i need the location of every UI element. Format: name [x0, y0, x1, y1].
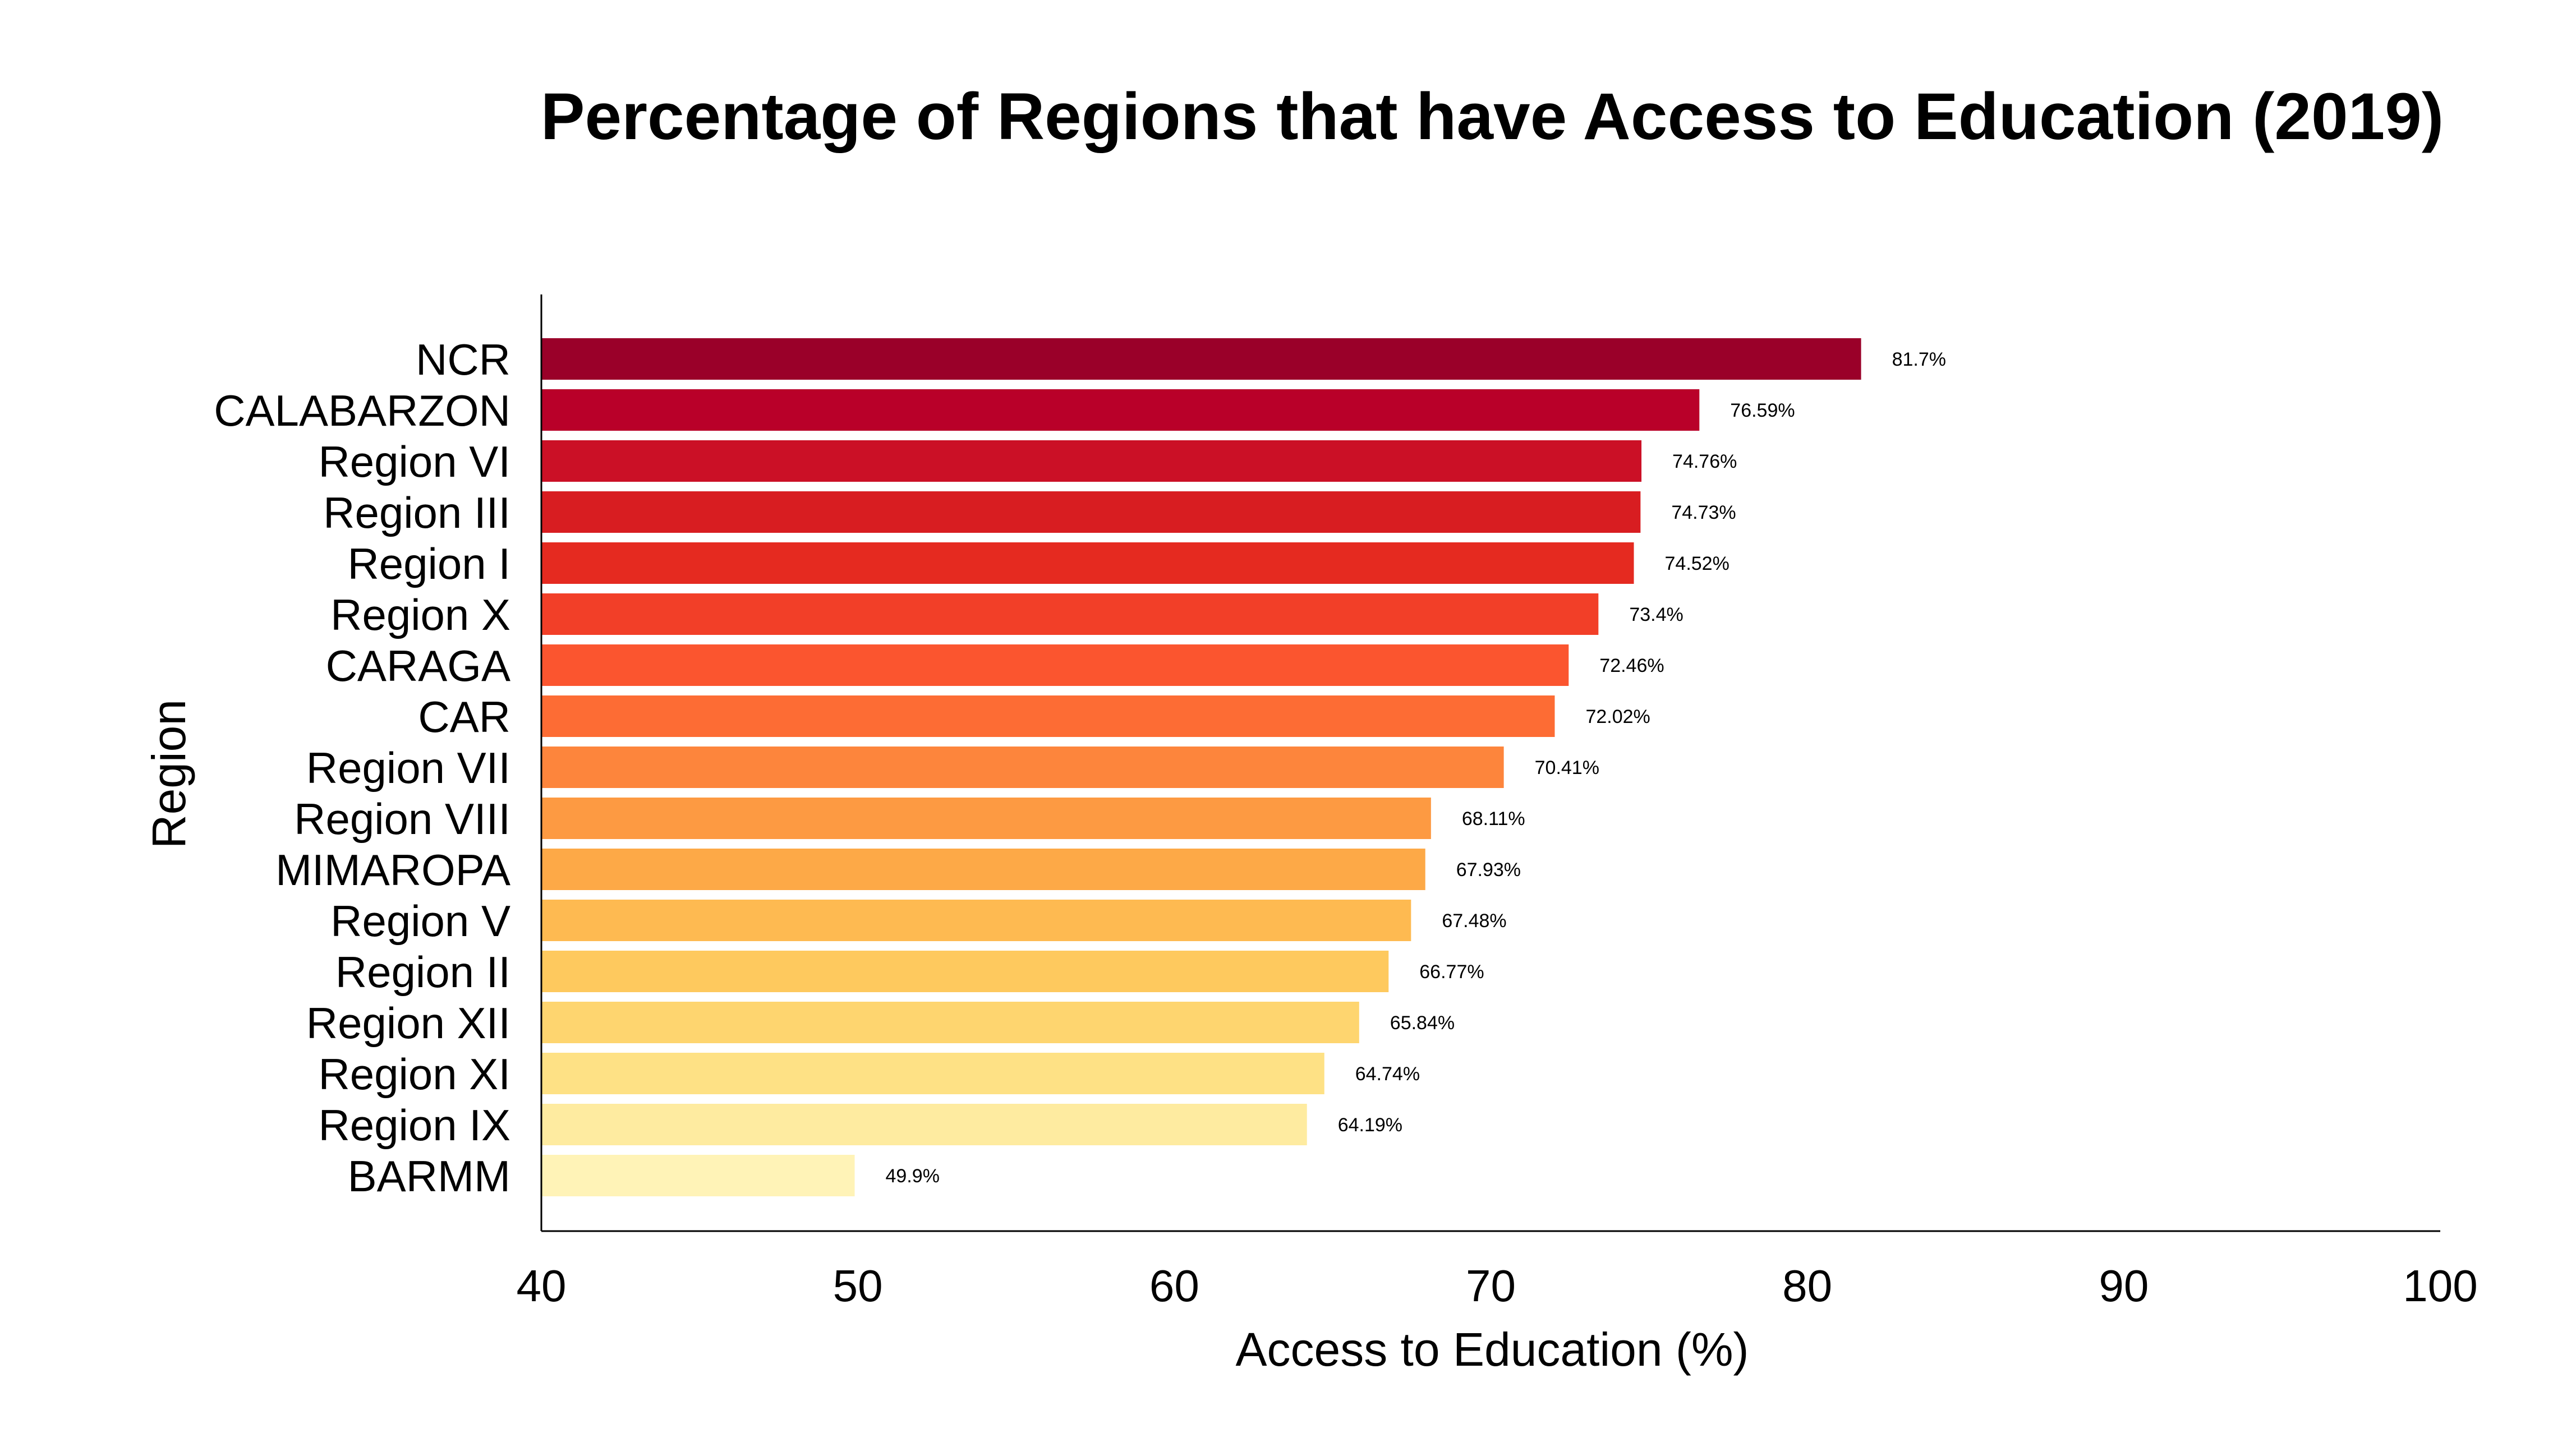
category-label-region-v: Region V	[330, 896, 510, 946]
category-label-region-vi: Region VI	[318, 437, 510, 486]
data-label-region-xii: 65.84%	[1390, 1012, 1455, 1034]
x-tick-label-60: 60	[1149, 1261, 1199, 1311]
bars-layer: NCR 81.7% CALABARZON 76.59% Region VI 74.76% R…	[214, 335, 1946, 1201]
x-tick-label-100: 100	[2403, 1261, 2477, 1311]
x-tick-label-70: 70	[1466, 1261, 1516, 1311]
data-label-ncr: 81.7%	[1892, 349, 1946, 370]
category-label-mimaropa: MIMAROPA	[275, 845, 510, 895]
data-label-calabarzon: 76.59%	[1730, 400, 1795, 421]
category-label-region-viii: Region VIII	[294, 794, 510, 844]
data-label-region-viii: 68.11%	[1462, 808, 1525, 830]
bar-region-xii	[541, 1002, 1359, 1043]
category-label-region-iii: Region III	[323, 488, 510, 537]
bar-region-iii	[541, 491, 1641, 533]
category-label-region-vii: Region VII	[306, 743, 510, 792]
data-label-region-ix: 64.19%	[1338, 1114, 1402, 1136]
bar-mimaropa	[541, 849, 1425, 890]
category-label-region-i: Region I	[347, 539, 510, 588]
data-label-region-i: 74.52%	[1665, 553, 1730, 574]
category-label-region-ix: Region IX	[318, 1100, 510, 1150]
bar-region-ix	[541, 1104, 1307, 1145]
bar-ncr	[541, 338, 1861, 380]
bar-region-ii	[541, 951, 1389, 992]
bar-region-vii	[541, 747, 1504, 788]
data-label-region-x: 73.4%	[1629, 604, 1683, 625]
x-axis-label: Access to Education (%)	[1235, 1323, 1749, 1376]
data-label-region-vii: 70.41%	[1535, 757, 1599, 778]
data-label-region-ii: 66.77%	[1419, 961, 1484, 983]
data-label-barmm: 49.9%	[886, 1165, 940, 1187]
bar-caraga	[541, 644, 1569, 686]
bar-region-vi	[541, 440, 1642, 482]
category-label-caraga: CARAGA	[326, 641, 510, 690]
data-label-car: 72.02%	[1585, 706, 1650, 727]
x-tick-label-80: 80	[1782, 1261, 1832, 1311]
bar-region-viii	[541, 798, 1431, 839]
category-label-region-xii: Region XII	[306, 998, 510, 1048]
bar-barmm	[541, 1155, 855, 1196]
bar-region-i	[541, 542, 1634, 584]
data-label-region-xi: 64.74%	[1355, 1063, 1420, 1085]
category-label-region-ii: Region II	[335, 947, 510, 997]
category-label-region-xi: Region XI	[318, 1049, 510, 1099]
data-label-caraga: 72.46%	[1599, 655, 1664, 676]
chart-title: Percentage of Regions that have Access t…	[540, 80, 2444, 154]
x-tick-label-50: 50	[833, 1261, 883, 1311]
category-label-car: CAR	[418, 692, 510, 741]
axes-layer: 40 50 60 70 80 90 100	[517, 294, 2478, 1311]
bar-calabarzon	[541, 389, 1700, 431]
bar-region-xi	[541, 1053, 1324, 1094]
data-label-region-iii: 74.73%	[1671, 502, 1736, 523]
category-label-barmm: BARMM	[348, 1151, 510, 1201]
data-label-region-vi: 74.76%	[1672, 451, 1737, 472]
category-label-ncr: NCR	[416, 335, 510, 384]
x-tick-label-90: 90	[2099, 1261, 2149, 1311]
y-axis-label: Region	[142, 699, 195, 849]
bar-car	[541, 695, 1555, 737]
bar-region-v	[541, 900, 1411, 941]
data-label-region-v: 67.48%	[1442, 910, 1506, 932]
category-label-calabarzon: CALABARZON	[214, 386, 510, 435]
x-tick-label-40: 40	[517, 1261, 567, 1311]
data-label-mimaropa: 67.93%	[1456, 859, 1521, 881]
category-label-region-x: Region X	[330, 590, 510, 639]
bar-region-x	[541, 593, 1599, 635]
